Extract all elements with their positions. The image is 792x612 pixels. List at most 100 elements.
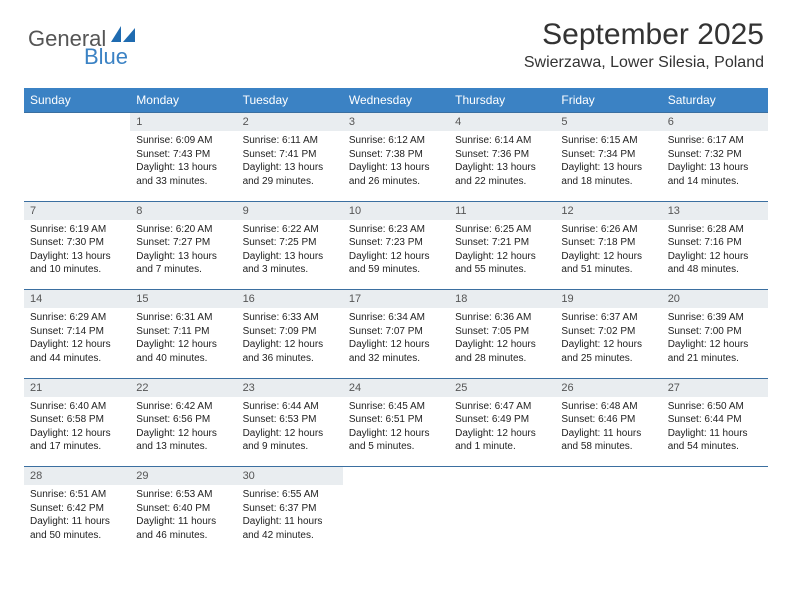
sunset-text: Sunset: 7:02 PM bbox=[561, 325, 655, 339]
day-content-cell bbox=[449, 485, 555, 555]
daylight-text: Daylight: 12 hours and 13 minutes. bbox=[136, 427, 230, 454]
sunset-text: Sunset: 6:49 PM bbox=[455, 413, 549, 427]
sunrise-text: Sunrise: 6:28 AM bbox=[668, 223, 762, 237]
day-number-cell: 3 bbox=[343, 113, 449, 132]
sunset-text: Sunset: 7:38 PM bbox=[349, 148, 443, 162]
daylight-text: Daylight: 12 hours and 32 minutes. bbox=[349, 338, 443, 365]
sunrise-text: Sunrise: 6:22 AM bbox=[243, 223, 337, 237]
day-number-cell: 23 bbox=[237, 378, 343, 397]
day-number-cell: 30 bbox=[237, 467, 343, 486]
day-number-cell: 22 bbox=[130, 378, 236, 397]
sunrise-text: Sunrise: 6:29 AM bbox=[30, 311, 124, 325]
day-content-cell bbox=[24, 131, 130, 201]
sunrise-text: Sunrise: 6:20 AM bbox=[136, 223, 230, 237]
calendar-table: Sunday Monday Tuesday Wednesday Thursday… bbox=[24, 88, 768, 555]
day-number-cell: 20 bbox=[662, 290, 768, 309]
day-number-cell: 4 bbox=[449, 113, 555, 132]
day-content-cell: Sunrise: 6:11 AMSunset: 7:41 PMDaylight:… bbox=[237, 131, 343, 201]
weekday-header: Tuesday bbox=[237, 88, 343, 113]
day-number-cell: 17 bbox=[343, 290, 449, 309]
day-number-cell: 7 bbox=[24, 201, 130, 220]
daylight-text: Daylight: 11 hours and 42 minutes. bbox=[243, 515, 337, 542]
day-content-cell: Sunrise: 6:12 AMSunset: 7:38 PMDaylight:… bbox=[343, 131, 449, 201]
weekday-header-row: Sunday Monday Tuesday Wednesday Thursday… bbox=[24, 88, 768, 113]
sunset-text: Sunset: 6:53 PM bbox=[243, 413, 337, 427]
sunrise-text: Sunrise: 6:44 AM bbox=[243, 400, 337, 414]
daylight-text: Daylight: 13 hours and 29 minutes. bbox=[243, 161, 337, 188]
sunset-text: Sunset: 6:44 PM bbox=[668, 413, 762, 427]
month-title: September 2025 bbox=[524, 18, 764, 52]
day-content-cell: Sunrise: 6:28 AMSunset: 7:16 PMDaylight:… bbox=[662, 220, 768, 290]
daylight-text: Daylight: 12 hours and 40 minutes. bbox=[136, 338, 230, 365]
sunrise-text: Sunrise: 6:33 AM bbox=[243, 311, 337, 325]
day-number-row: 78910111213 bbox=[24, 201, 768, 220]
day-content-row: Sunrise: 6:19 AMSunset: 7:30 PMDaylight:… bbox=[24, 220, 768, 290]
sunset-text: Sunset: 7:36 PM bbox=[455, 148, 549, 162]
weekday-header: Sunday bbox=[24, 88, 130, 113]
day-content-cell bbox=[555, 485, 661, 555]
daylight-text: Daylight: 12 hours and 44 minutes. bbox=[30, 338, 124, 365]
daylight-text: Daylight: 12 hours and 5 minutes. bbox=[349, 427, 443, 454]
day-number-cell: 18 bbox=[449, 290, 555, 309]
sunrise-text: Sunrise: 6:37 AM bbox=[561, 311, 655, 325]
sunset-text: Sunset: 7:27 PM bbox=[136, 236, 230, 250]
day-number-cell: 9 bbox=[237, 201, 343, 220]
sunset-text: Sunset: 6:37 PM bbox=[243, 502, 337, 516]
day-content-cell: Sunrise: 6:14 AMSunset: 7:36 PMDaylight:… bbox=[449, 131, 555, 201]
day-number-cell: 28 bbox=[24, 467, 130, 486]
sunset-text: Sunset: 7:21 PM bbox=[455, 236, 549, 250]
day-content-cell: Sunrise: 6:39 AMSunset: 7:00 PMDaylight:… bbox=[662, 308, 768, 378]
sunrise-text: Sunrise: 6:53 AM bbox=[136, 488, 230, 502]
day-content-cell: Sunrise: 6:17 AMSunset: 7:32 PMDaylight:… bbox=[662, 131, 768, 201]
sunset-text: Sunset: 6:42 PM bbox=[30, 502, 124, 516]
day-number-cell: 12 bbox=[555, 201, 661, 220]
day-content-row: Sunrise: 6:29 AMSunset: 7:14 PMDaylight:… bbox=[24, 308, 768, 378]
daylight-text: Daylight: 12 hours and 55 minutes. bbox=[455, 250, 549, 277]
weekday-header: Monday bbox=[130, 88, 236, 113]
day-content-cell: Sunrise: 6:45 AMSunset: 6:51 PMDaylight:… bbox=[343, 397, 449, 467]
sunrise-text: Sunrise: 6:12 AM bbox=[349, 134, 443, 148]
sunset-text: Sunset: 6:46 PM bbox=[561, 413, 655, 427]
day-content-cell: Sunrise: 6:50 AMSunset: 6:44 PMDaylight:… bbox=[662, 397, 768, 467]
sunrise-text: Sunrise: 6:50 AM bbox=[668, 400, 762, 414]
sunrise-text: Sunrise: 6:51 AM bbox=[30, 488, 124, 502]
day-content-cell: Sunrise: 6:25 AMSunset: 7:21 PMDaylight:… bbox=[449, 220, 555, 290]
daylight-text: Daylight: 13 hours and 3 minutes. bbox=[243, 250, 337, 277]
day-content-cell: Sunrise: 6:40 AMSunset: 6:58 PMDaylight:… bbox=[24, 397, 130, 467]
daylight-text: Daylight: 11 hours and 58 minutes. bbox=[561, 427, 655, 454]
daylight-text: Daylight: 12 hours and 1 minute. bbox=[455, 427, 549, 454]
sunrise-text: Sunrise: 6:15 AM bbox=[561, 134, 655, 148]
day-content-cell: Sunrise: 6:29 AMSunset: 7:14 PMDaylight:… bbox=[24, 308, 130, 378]
daylight-text: Daylight: 13 hours and 10 minutes. bbox=[30, 250, 124, 277]
daylight-text: Daylight: 12 hours and 48 minutes. bbox=[668, 250, 762, 277]
day-content-cell: Sunrise: 6:33 AMSunset: 7:09 PMDaylight:… bbox=[237, 308, 343, 378]
daylight-text: Daylight: 12 hours and 51 minutes. bbox=[561, 250, 655, 277]
sunset-text: Sunset: 7:00 PM bbox=[668, 325, 762, 339]
day-content-cell: Sunrise: 6:19 AMSunset: 7:30 PMDaylight:… bbox=[24, 220, 130, 290]
sunrise-text: Sunrise: 6:48 AM bbox=[561, 400, 655, 414]
sunset-text: Sunset: 7:05 PM bbox=[455, 325, 549, 339]
day-content-cell: Sunrise: 6:23 AMSunset: 7:23 PMDaylight:… bbox=[343, 220, 449, 290]
day-number-row: 14151617181920 bbox=[24, 290, 768, 309]
daylight-text: Daylight: 11 hours and 50 minutes. bbox=[30, 515, 124, 542]
day-content-cell: Sunrise: 6:47 AMSunset: 6:49 PMDaylight:… bbox=[449, 397, 555, 467]
daylight-text: Daylight: 12 hours and 59 minutes. bbox=[349, 250, 443, 277]
day-number-cell: 29 bbox=[130, 467, 236, 486]
day-content-row: Sunrise: 6:09 AMSunset: 7:43 PMDaylight:… bbox=[24, 131, 768, 201]
sunrise-text: Sunrise: 6:42 AM bbox=[136, 400, 230, 414]
daylight-text: Daylight: 11 hours and 54 minutes. bbox=[668, 427, 762, 454]
day-number-cell: 24 bbox=[343, 378, 449, 397]
day-number-cell: 10 bbox=[343, 201, 449, 220]
daylight-text: Daylight: 13 hours and 18 minutes. bbox=[561, 161, 655, 188]
day-number-cell: 19 bbox=[555, 290, 661, 309]
day-number-cell: 11 bbox=[449, 201, 555, 220]
sunrise-text: Sunrise: 6:36 AM bbox=[455, 311, 549, 325]
day-content-cell: Sunrise: 6:53 AMSunset: 6:40 PMDaylight:… bbox=[130, 485, 236, 555]
sunset-text: Sunset: 7:34 PM bbox=[561, 148, 655, 162]
sunrise-text: Sunrise: 6:25 AM bbox=[455, 223, 549, 237]
sunset-text: Sunset: 6:40 PM bbox=[136, 502, 230, 516]
sunrise-text: Sunrise: 6:17 AM bbox=[668, 134, 762, 148]
sunset-text: Sunset: 7:30 PM bbox=[30, 236, 124, 250]
daylight-text: Daylight: 12 hours and 17 minutes. bbox=[30, 427, 124, 454]
weekday-header: Saturday bbox=[662, 88, 768, 113]
